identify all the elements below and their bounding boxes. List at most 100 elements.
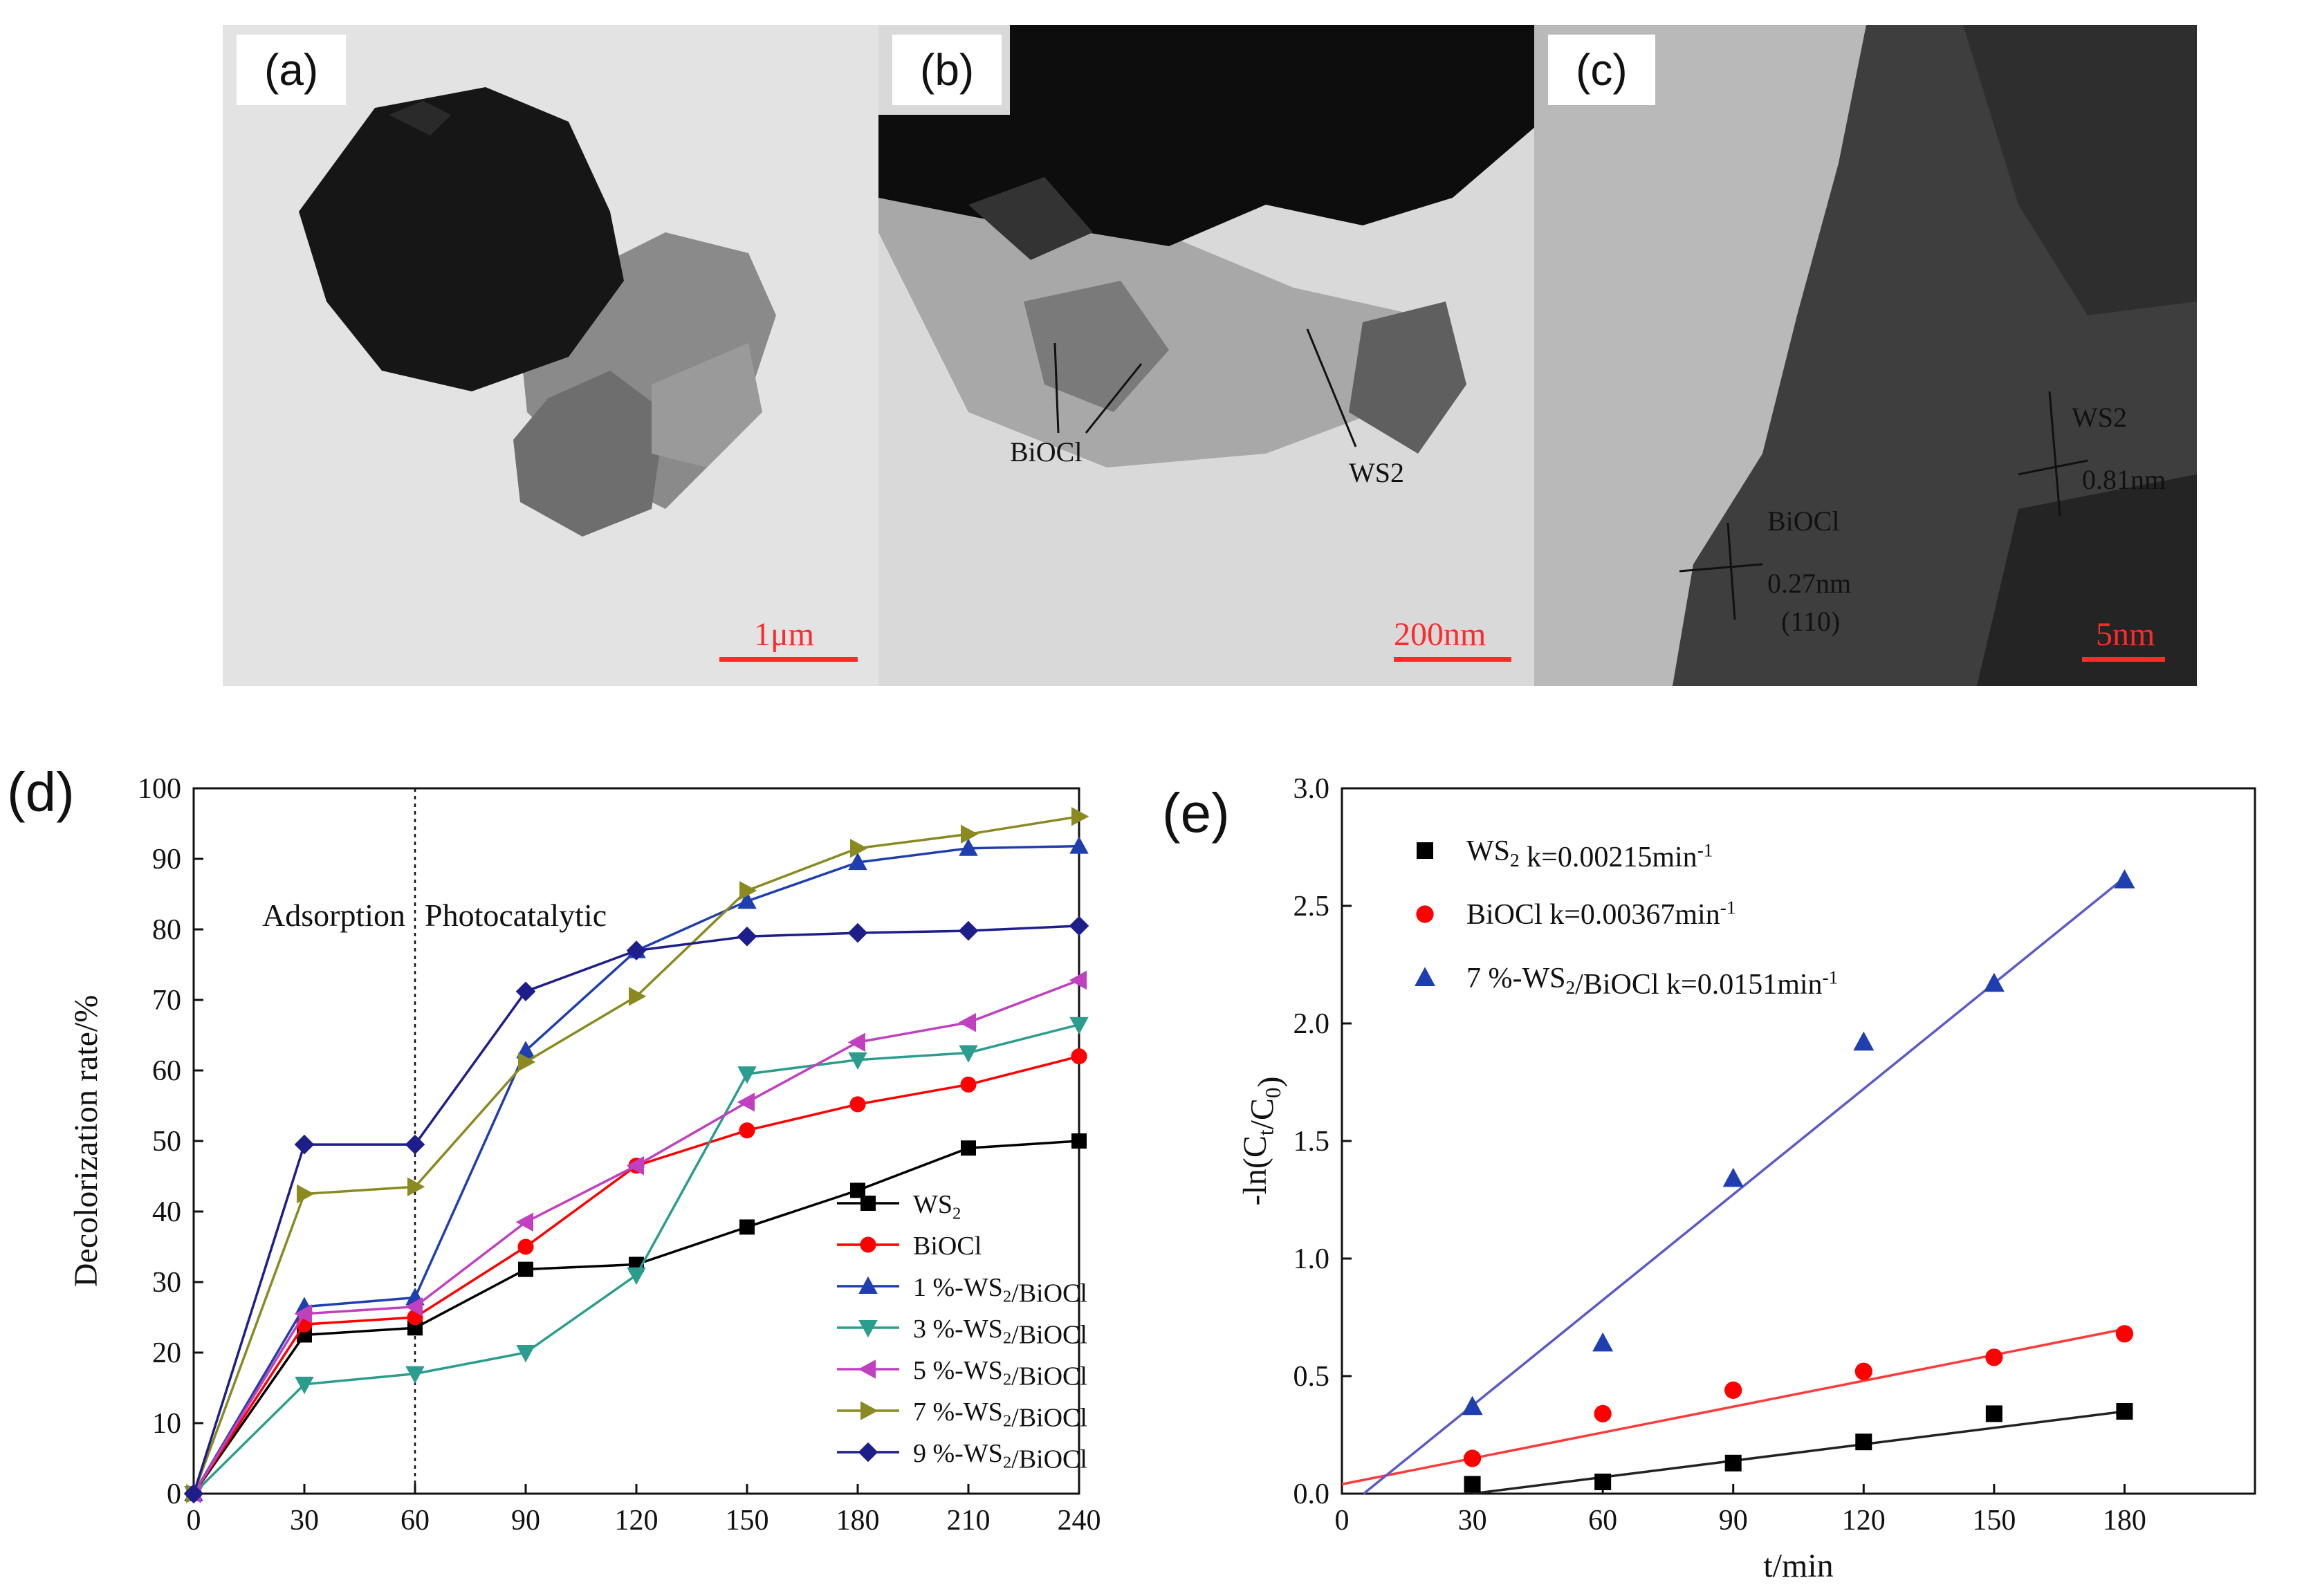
data-point bbox=[1069, 1017, 1089, 1034]
data-point bbox=[295, 1376, 314, 1395]
data-point bbox=[737, 926, 757, 947]
legend-entry: 1 %-WS2/BiOCl bbox=[913, 1273, 1087, 1308]
data-point bbox=[626, 940, 647, 961]
data-point bbox=[1594, 1404, 1612, 1422]
y-tick-label: 0.0 bbox=[1293, 1478, 1330, 1510]
data-point bbox=[1985, 1348, 2003, 1366]
y-tick-label: 50 bbox=[152, 1126, 181, 1158]
x-tick-label: 240 bbox=[1058, 1505, 1101, 1537]
x-tick-label: 30 bbox=[290, 1505, 319, 1537]
scale-bar-label-a: 1μm bbox=[754, 616, 815, 653]
y-tick-label: 10 bbox=[152, 1408, 181, 1440]
y-tick-label: 1.5 bbox=[1293, 1126, 1330, 1158]
data-point bbox=[848, 852, 867, 871]
data-point bbox=[183, 1483, 204, 1504]
y-tick-label: 2.5 bbox=[1293, 891, 1330, 922]
legend-entry: BiOCl k=0.00367min-1 bbox=[1466, 897, 1735, 931]
legend-entry: 3 %-WS2/BiOCl bbox=[913, 1315, 1087, 1349]
legend-marker bbox=[858, 1360, 876, 1379]
tem-micrograph-c bbox=[1534, 25, 2197, 686]
plot-frame bbox=[192, 787, 1080, 1495]
panel-label-a: (a) bbox=[237, 35, 347, 105]
data-point bbox=[958, 920, 979, 941]
x-tick-label: 210 bbox=[947, 1505, 991, 1537]
y-axis-label: -ln(Ct/C0) bbox=[1237, 1077, 1288, 1206]
x-tick-label: 150 bbox=[726, 1505, 769, 1537]
data-point bbox=[958, 1012, 976, 1032]
data-point bbox=[847, 922, 868, 943]
annotation-plane-biocl: (110) bbox=[1781, 606, 1841, 637]
data-point bbox=[961, 1140, 976, 1156]
data-point bbox=[405, 1134, 425, 1155]
y-tick-label: 90 bbox=[152, 844, 181, 875]
data-point bbox=[405, 1297, 423, 1317]
data-point bbox=[1594, 1474, 1612, 1490]
data-point bbox=[518, 1261, 533, 1277]
legend-marker bbox=[860, 1236, 876, 1253]
data-point bbox=[627, 1267, 646, 1286]
x-tick-label: 60 bbox=[1588, 1505, 1617, 1537]
data-point bbox=[297, 1184, 315, 1204]
data-point bbox=[1855, 1433, 1872, 1451]
data-point bbox=[847, 1032, 865, 1052]
data-point bbox=[1854, 1362, 1872, 1380]
data-point bbox=[1069, 970, 1087, 990]
data-point bbox=[405, 1366, 425, 1384]
x-tick-label: 0 bbox=[1335, 1505, 1350, 1537]
data-point bbox=[961, 824, 979, 844]
legend-marker bbox=[860, 1196, 876, 1211]
data-point bbox=[1069, 836, 1089, 854]
y-tick-label: 60 bbox=[152, 1055, 181, 1087]
legend-entry: WS2 bbox=[913, 1190, 961, 1223]
data-point bbox=[959, 1045, 978, 1063]
annotation-ws2-b: WS2 bbox=[1349, 457, 1404, 488]
data-point bbox=[1071, 807, 1089, 826]
data-point bbox=[1462, 1395, 1483, 1416]
scale-bar-label-b: 200nm bbox=[1394, 616, 1486, 653]
y-axis-label: Decolorization rate/% bbox=[68, 995, 104, 1287]
data-point bbox=[1071, 1048, 1087, 1065]
x-tick-label: 0 bbox=[187, 1505, 201, 1537]
x-tick-label: 120 bbox=[1842, 1505, 1886, 1537]
panel-label-d: (d) bbox=[7, 761, 75, 823]
x-tick-label: 60 bbox=[400, 1505, 430, 1537]
data-point bbox=[960, 1076, 977, 1093]
tem-micrograph-a bbox=[223, 25, 885, 686]
data-point bbox=[850, 1182, 865, 1198]
annotation-biocl-c: BiOCl bbox=[1767, 505, 1840, 537]
annotation-spacing-biocl: 0.27nm bbox=[1767, 568, 1852, 599]
data-point bbox=[1722, 1167, 1744, 1187]
annotation-spacing-ws2: 0.81nm bbox=[2082, 464, 2166, 495]
legend-entry: 7 %-WS2/BiOCl k=0.0151min-1 bbox=[1466, 963, 1838, 1001]
data-point bbox=[739, 881, 757, 900]
lattice-markers-c bbox=[1679, 391, 2088, 620]
data-point bbox=[1463, 1449, 1482, 1467]
data-point bbox=[739, 1219, 755, 1235]
data-point bbox=[1592, 1332, 1614, 1352]
data-point bbox=[1724, 1454, 1742, 1472]
x-axis-label: t/min bbox=[1763, 1548, 1833, 1584]
data-point bbox=[629, 987, 647, 1006]
chart-kinetics: 0 30 60 90 120 150 180 0.0 0.5 1.0 1.5 2.0 2.5 3.0 t/m… bbox=[1237, 773, 2256, 1584]
tem-micrograph-b bbox=[878, 25, 1541, 686]
legend-entry: 9 %-WS2/BiOCl bbox=[913, 1439, 1087, 1474]
y-tick-label: 3.0 bbox=[1293, 773, 1330, 805]
data-point bbox=[1853, 1031, 1875, 1051]
data-point bbox=[850, 838, 868, 858]
data-point bbox=[516, 1041, 535, 1059]
annotation-ws2-c: WS2 bbox=[2072, 402, 2127, 433]
data-point bbox=[737, 1093, 755, 1112]
data-point bbox=[515, 981, 536, 1002]
y-tick-label: 100 bbox=[138, 773, 181, 805]
y-tick-label: 70 bbox=[152, 985, 181, 1017]
data-point bbox=[517, 1238, 534, 1255]
data-point bbox=[2115, 1325, 2134, 1343]
data-point bbox=[1983, 972, 2005, 992]
data-point bbox=[1071, 1133, 1087, 1149]
y-tick-label: 2.0 bbox=[1293, 1008, 1330, 1040]
x-tick-label: 180 bbox=[2103, 1505, 2146, 1537]
legend-marker bbox=[858, 1320, 878, 1338]
legend-entry: 7 %-WS2/BiOCl bbox=[913, 1398, 1087, 1432]
data-point bbox=[1724, 1381, 1742, 1399]
x-tick-label: 120 bbox=[615, 1505, 659, 1537]
